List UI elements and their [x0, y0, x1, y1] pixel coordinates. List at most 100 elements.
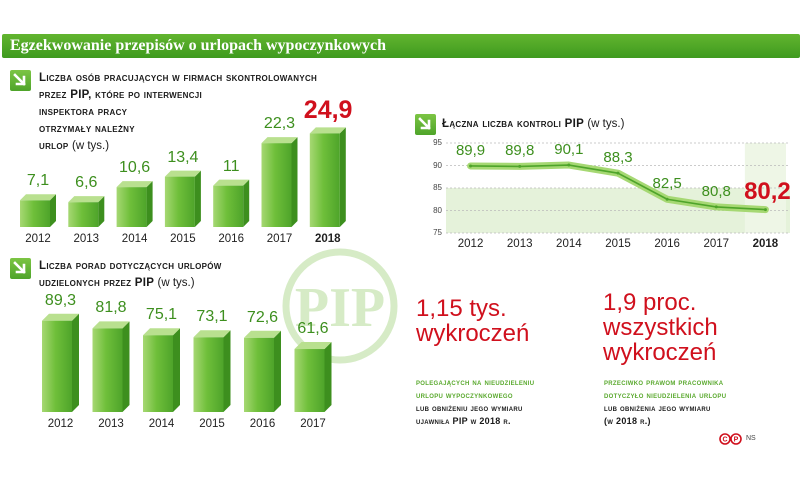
- pip-logo-text: PIP: [295, 277, 385, 339]
- stat-right-value-line2: wszystkich: [603, 314, 718, 341]
- controls-chart-title: Łączna liczba kontroli PIP (w tys.): [442, 116, 624, 133]
- advice-bar: [42, 313, 79, 412]
- stat-left-value: 1,15 tys. wykroczeń: [416, 296, 529, 346]
- employees-year-label: 2014: [121, 233, 148, 245]
- stat-right-value-line3: wykroczeń: [603, 339, 717, 366]
- advice-bar: [244, 330, 281, 412]
- employees-bar: [164, 170, 201, 227]
- advice-bar: [143, 328, 180, 412]
- header-bar: Egzekwowanie przepisów o urlopach wypocz…: [2, 34, 800, 58]
- controls-value-label: 89,9: [455, 141, 486, 159]
- controls-year-label: 2017: [703, 238, 730, 250]
- stat-right-black-line2: (w 2018 r.): [604, 416, 651, 426]
- advice-year-label: 2014: [148, 418, 175, 430]
- employees-year-label: 2013: [73, 233, 100, 245]
- credit-text: NS: [746, 435, 756, 442]
- advice-title-line1: Liczba porad dotyczących urlopów: [39, 260, 222, 272]
- stat-right-black-line1: lub obniżenia jego wymiaru: [604, 403, 711, 413]
- controls-y-tick: 95: [433, 138, 442, 147]
- svg-text:P: P: [734, 437, 739, 444]
- stat-right-green: przeciwko prawom pracownika dotyczyło ni…: [604, 376, 726, 402]
- stat-left-green: polegających na nieudzieleniu urlopu wyp…: [416, 376, 534, 402]
- controls-title: Łączna liczba kontroli PIP: [442, 118, 584, 130]
- advice-value-label: 75,1: [145, 306, 178, 324]
- svg-text:C: C: [722, 437, 727, 444]
- controls-y-tick: 80: [433, 205, 442, 215]
- arrow-down-right-icon: [10, 258, 31, 279]
- controls-value-label: 88,3: [603, 149, 633, 167]
- advice-bar: [294, 342, 332, 412]
- controls-year-label: 2016: [654, 238, 680, 250]
- advice-bar: [92, 321, 130, 412]
- stat-left-value-line2: wykroczeń: [416, 320, 530, 347]
- employees-title-line2: przez PIP, które po interwencji: [39, 89, 203, 101]
- controls-point: [567, 163, 571, 167]
- stat-right-green-line1: przeciwko prawom pracownika: [604, 377, 724, 387]
- employees-year-label: 2012: [25, 233, 51, 245]
- stat-left-black-line2: ujawniła PIP w 2018 r.: [416, 416, 511, 426]
- controls-year-label: 2018: [752, 238, 779, 250]
- employees-bar: [213, 179, 250, 227]
- controls-year-label: 2014: [556, 238, 582, 250]
- controls-point: [665, 197, 669, 201]
- employees-year-label: 2018: [315, 233, 341, 245]
- employees-title-line4: otrzymały należny: [39, 123, 135, 135]
- advice-value-label: 72,6: [246, 308, 279, 326]
- stat-left-green-line2: urlopu wypoczynkowego: [416, 390, 513, 400]
- advice-year-label: 2016: [249, 418, 276, 430]
- advice-bar: [193, 330, 231, 412]
- employees-value-label: 11: [222, 157, 240, 175]
- employees-chart-title: Liczba osób pracujących w firmach skontr…: [39, 70, 317, 155]
- employees-year-label: 2016: [218, 233, 244, 245]
- arrow-down-right-icon: [415, 114, 436, 135]
- controls-unit: (w tys.): [587, 118, 625, 130]
- controls-point: [469, 164, 473, 168]
- controls-point: [616, 171, 620, 175]
- controls-year-label: 2015: [605, 238, 631, 250]
- stat-left-green-line1: polegających na nieudzieleniu: [416, 377, 535, 387]
- employees-title-line5: urlop: [39, 140, 69, 152]
- stat-left-black-line1: lub obniżeniu jego wymiaru: [416, 403, 523, 413]
- stat-right-value-line1: 1,9 proc.: [603, 289, 697, 316]
- employees-year-label: 2015: [170, 233, 196, 245]
- controls-point: [518, 164, 522, 168]
- advice-year-label: 2017: [300, 418, 326, 430]
- employees-value-label: 6,6: [75, 174, 98, 192]
- employees-year-label: 2017: [266, 233, 293, 245]
- stat-left-black: lub obniżeniu jego wymiaru ujawniła PIP …: [416, 402, 523, 428]
- controls-value-label: 90,1: [554, 141, 584, 159]
- employees-bar: [261, 137, 298, 227]
- employees-bar: [20, 194, 56, 227]
- stat-right-green-line2: dotyczyło nieudzielenia urlopu: [604, 390, 727, 400]
- arrow-down-right-icon: [10, 70, 31, 91]
- advice-value-label: 81,8: [95, 299, 127, 317]
- employees-value-label: 7,1: [26, 172, 50, 190]
- stat-right-value: 1,9 proc. wszystkich wykroczeń: [603, 290, 718, 365]
- controls-y-tick: 75: [433, 228, 442, 237]
- advice-year-label: 2013: [98, 418, 124, 430]
- advice-value-label: 89,3: [44, 291, 77, 309]
- advice-value-label: 73,1: [196, 308, 228, 326]
- pip-logo-icon: PIP: [282, 248, 398, 364]
- controls-year-label: 2013: [506, 238, 533, 250]
- controls-value-label: 80,8: [701, 182, 731, 200]
- page-title: Egzekwowanie przepisów o urlopach wypocz…: [10, 37, 387, 54]
- controls-year-label: 2012: [457, 238, 484, 250]
- employees-value-label: 13,4: [167, 148, 199, 166]
- controls-point: [763, 208, 767, 212]
- advice-title-line2: udzielonych przez PIP: [39, 277, 155, 289]
- employees-value-label: 10,6: [119, 159, 151, 177]
- employees-value-label: 24,9: [303, 96, 353, 125]
- advice-year-label: 2012: [47, 418, 74, 430]
- employees-bar: [309, 127, 346, 227]
- controls-y-tick: 90: [433, 160, 442, 170]
- employees-title-line1: Liczba osób pracujących w firmach skontr…: [39, 72, 318, 84]
- controls-value-label: 80,2: [744, 177, 791, 205]
- controls-value-label: 82,5: [652, 175, 682, 193]
- controls-point: [714, 205, 718, 209]
- employees-bar: [116, 181, 153, 227]
- advice-unit: (w tys.): [157, 277, 195, 289]
- controls-y-tick: 85: [433, 183, 442, 192]
- stat-right-black: lub obniżenia jego wymiaru (w 2018 r.): [604, 402, 711, 428]
